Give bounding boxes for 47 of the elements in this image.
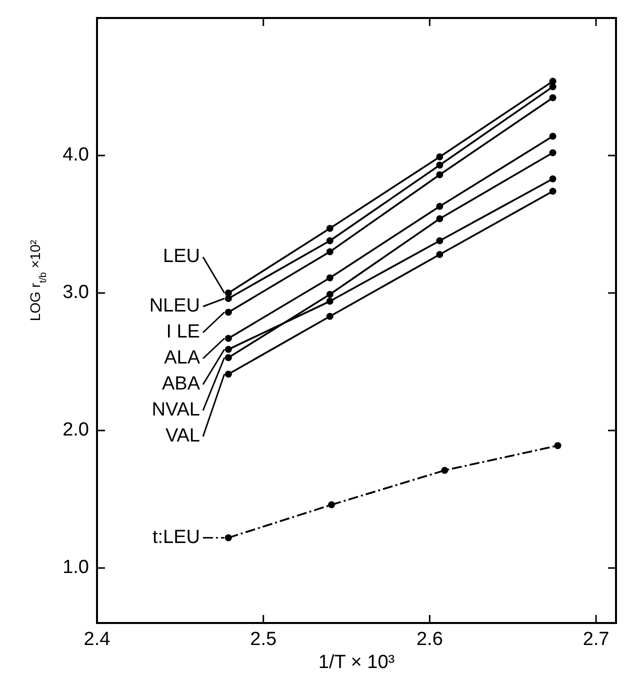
point	[224, 354, 232, 362]
legend-label: NVAL	[152, 400, 200, 421]
point	[554, 442, 562, 450]
point	[224, 370, 232, 378]
point	[224, 295, 232, 302]
point	[326, 248, 334, 256]
point	[224, 334, 232, 342]
point	[436, 171, 444, 178]
point	[549, 149, 556, 156]
x-tick-label: 2.6	[416, 629, 443, 650]
x-tick-label: 2.7	[582, 629, 610, 650]
x-tick-label: 2.5	[250, 629, 277, 650]
point	[326, 312, 334, 320]
point	[549, 83, 556, 90]
point	[436, 215, 444, 222]
point	[436, 153, 444, 160]
series-label: t:LEU	[152, 526, 200, 548]
y-tick-label: 2.0	[62, 420, 89, 441]
point	[549, 175, 556, 182]
point	[441, 466, 448, 474]
point	[436, 162, 444, 169]
x-tick-label: 2.4	[84, 629, 111, 650]
point	[224, 534, 232, 542]
point	[549, 132, 556, 140]
series-label: LEU	[163, 246, 200, 268]
point	[326, 224, 334, 232]
text: VAL	[165, 426, 200, 447]
point	[224, 346, 232, 353]
point	[224, 308, 232, 316]
x-axis-title: 1/T × 10³	[318, 652, 395, 673]
legend-label: ABA	[162, 374, 200, 395]
y-tick-label: 3.0	[62, 282, 89, 304]
point	[436, 202, 444, 210]
point	[436, 237, 444, 244]
point	[326, 237, 334, 244]
point	[326, 298, 334, 305]
point	[326, 274, 334, 282]
point	[326, 290, 334, 298]
legend-label: ALA	[164, 348, 200, 369]
y-tick-label: 1.0	[62, 557, 89, 578]
point	[328, 501, 336, 508]
point	[549, 188, 556, 195]
y-tick-label: 4.0	[62, 144, 89, 166]
point	[436, 251, 444, 258]
point	[549, 94, 556, 102]
series-label: NLEU	[149, 296, 200, 317]
series-label: I LE	[166, 322, 200, 343]
